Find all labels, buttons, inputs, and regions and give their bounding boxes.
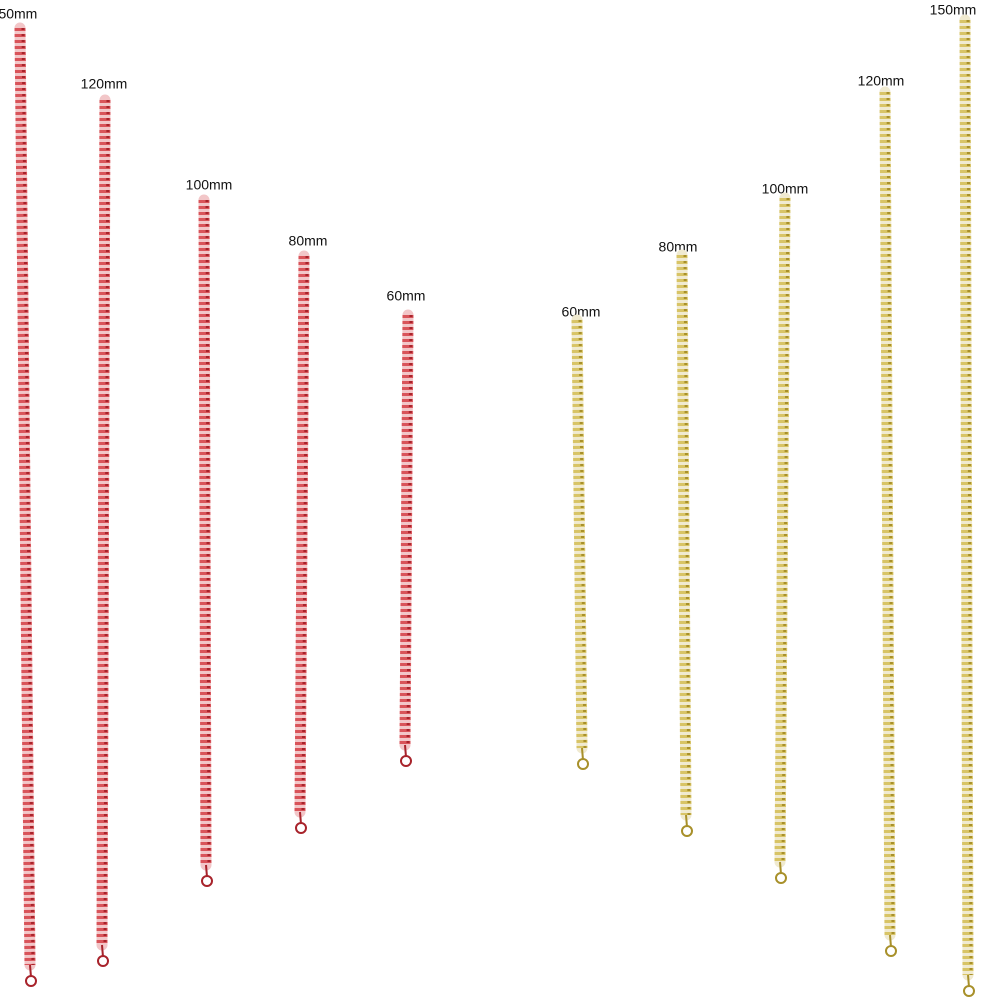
spring-hook <box>681 825 693 837</box>
spring-hook-stem <box>299 811 302 825</box>
spring-coils <box>571 319 588 749</box>
spring-label: 60mm <box>387 288 426 304</box>
spring-label: 120mm <box>81 76 128 92</box>
spring-coils <box>879 91 896 936</box>
spring-hook-stem <box>889 934 892 948</box>
spring-hook-stem <box>404 744 407 758</box>
spring-hook-stem <box>967 974 970 988</box>
spring-coil-edge <box>781 197 790 863</box>
spring-hook-stem <box>101 944 104 958</box>
spring-label: 60mm <box>562 304 601 320</box>
spring-hook <box>295 822 307 834</box>
spring-hook-stem <box>581 747 584 761</box>
spring-coils <box>774 197 791 863</box>
spring-coil-edge <box>21 27 35 966</box>
spring-coils <box>96 99 111 946</box>
spring-hook <box>577 758 589 770</box>
spring-hook-stem <box>29 964 32 978</box>
spring-hook-stem <box>779 861 782 875</box>
spring-body <box>959 14 974 981</box>
spring-hook-stem <box>685 814 688 828</box>
spring-coil-edge <box>886 91 895 936</box>
spring-hook <box>25 975 37 987</box>
spring-hook <box>201 875 213 887</box>
spring-label: 120mm <box>858 73 905 89</box>
spring-label: 100mm <box>186 177 233 193</box>
spring-coils <box>294 255 310 813</box>
spring-label: 80mm <box>289 233 328 249</box>
spring-label: 150mm <box>930 2 977 18</box>
spring-label: 100mm <box>762 181 809 197</box>
spring-hook <box>400 755 412 767</box>
spring-body <box>399 309 414 751</box>
spring-hook <box>97 955 109 967</box>
spring-coil-edge <box>301 255 309 813</box>
spring-label: 150mm <box>0 6 37 22</box>
spring-hook <box>775 872 787 884</box>
spring-hook <box>885 945 897 957</box>
spring-coils <box>198 199 212 866</box>
spring-body <box>676 249 692 821</box>
spring-coils <box>14 27 36 966</box>
spring-hook <box>963 985 975 997</box>
spring-hook-stem <box>205 864 208 878</box>
spring-label: 80mm <box>659 239 698 255</box>
